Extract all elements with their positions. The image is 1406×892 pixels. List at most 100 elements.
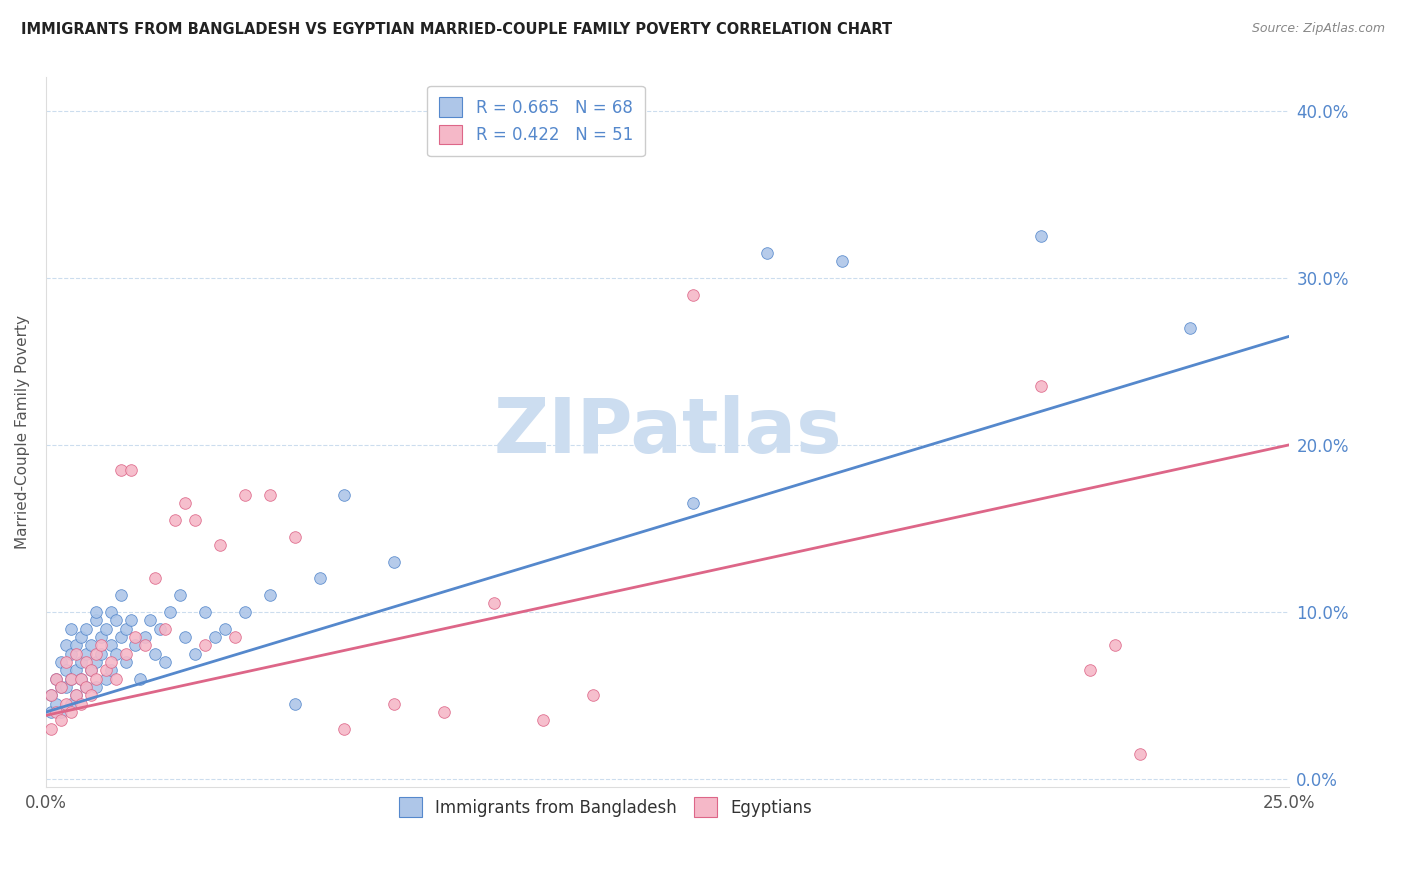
Point bbox=[100, 605, 122, 619]
Point bbox=[114, 622, 136, 636]
Point bbox=[49, 680, 72, 694]
Point bbox=[233, 488, 256, 502]
Point bbox=[69, 630, 91, 644]
Point bbox=[65, 647, 87, 661]
Point bbox=[59, 672, 82, 686]
Point bbox=[65, 638, 87, 652]
Point bbox=[59, 622, 82, 636]
Point bbox=[284, 530, 307, 544]
Point bbox=[84, 655, 107, 669]
Point bbox=[174, 496, 197, 510]
Point bbox=[45, 672, 67, 686]
Text: Source: ZipAtlas.com: Source: ZipAtlas.com bbox=[1251, 22, 1385, 36]
Point bbox=[100, 663, 122, 677]
Point bbox=[39, 722, 62, 736]
Point bbox=[159, 605, 181, 619]
Point bbox=[55, 638, 77, 652]
Point bbox=[75, 655, 97, 669]
Point bbox=[110, 463, 132, 477]
Point bbox=[49, 680, 72, 694]
Point bbox=[1029, 379, 1052, 393]
Point bbox=[59, 705, 82, 719]
Point bbox=[84, 647, 107, 661]
Point bbox=[45, 697, 67, 711]
Point bbox=[382, 555, 405, 569]
Point bbox=[110, 630, 132, 644]
Point bbox=[49, 655, 72, 669]
Point bbox=[194, 605, 217, 619]
Point bbox=[39, 689, 62, 703]
Point bbox=[1029, 229, 1052, 244]
Point bbox=[84, 613, 107, 627]
Point bbox=[145, 647, 167, 661]
Point bbox=[174, 630, 197, 644]
Point bbox=[104, 647, 127, 661]
Point bbox=[531, 714, 554, 728]
Point bbox=[433, 705, 456, 719]
Y-axis label: Married-Couple Family Poverty: Married-Couple Family Poverty bbox=[15, 315, 30, 549]
Point bbox=[382, 697, 405, 711]
Point bbox=[120, 613, 142, 627]
Point bbox=[169, 588, 191, 602]
Point bbox=[75, 680, 97, 694]
Point bbox=[80, 663, 103, 677]
Point bbox=[1104, 638, 1126, 652]
Point bbox=[45, 672, 67, 686]
Point bbox=[165, 513, 187, 527]
Point bbox=[55, 663, 77, 677]
Point bbox=[49, 705, 72, 719]
Point bbox=[49, 714, 72, 728]
Point bbox=[124, 630, 146, 644]
Point bbox=[1080, 663, 1102, 677]
Point bbox=[75, 680, 97, 694]
Text: IMMIGRANTS FROM BANGLADESH VS EGYPTIAN MARRIED-COUPLE FAMILY POVERTY CORRELATION: IMMIGRANTS FROM BANGLADESH VS EGYPTIAN M… bbox=[21, 22, 893, 37]
Point bbox=[39, 689, 62, 703]
Point bbox=[94, 663, 117, 677]
Point bbox=[94, 672, 117, 686]
Point bbox=[682, 496, 704, 510]
Point bbox=[134, 638, 156, 652]
Point bbox=[155, 655, 177, 669]
Point bbox=[65, 663, 87, 677]
Point bbox=[69, 697, 91, 711]
Point bbox=[84, 605, 107, 619]
Point bbox=[80, 689, 103, 703]
Point bbox=[90, 638, 112, 652]
Point bbox=[224, 630, 246, 644]
Point bbox=[259, 488, 281, 502]
Point bbox=[55, 655, 77, 669]
Point bbox=[84, 680, 107, 694]
Legend: Immigrants from Bangladesh, Egyptians: Immigrants from Bangladesh, Egyptians bbox=[391, 789, 821, 825]
Text: ZIPatlas: ZIPatlas bbox=[494, 395, 842, 469]
Point bbox=[94, 622, 117, 636]
Point bbox=[134, 630, 156, 644]
Point bbox=[75, 647, 97, 661]
Point bbox=[104, 613, 127, 627]
Point bbox=[80, 663, 103, 677]
Point bbox=[59, 672, 82, 686]
Point bbox=[184, 647, 207, 661]
Point bbox=[184, 513, 207, 527]
Point bbox=[209, 538, 232, 552]
Point bbox=[1129, 747, 1152, 761]
Point bbox=[120, 463, 142, 477]
Point bbox=[129, 672, 152, 686]
Point bbox=[333, 488, 356, 502]
Point bbox=[59, 647, 82, 661]
Point bbox=[65, 689, 87, 703]
Point bbox=[84, 672, 107, 686]
Point bbox=[65, 689, 87, 703]
Point bbox=[100, 638, 122, 652]
Point bbox=[756, 245, 779, 260]
Point bbox=[582, 689, 605, 703]
Point bbox=[145, 571, 167, 585]
Point bbox=[124, 638, 146, 652]
Point bbox=[100, 655, 122, 669]
Point bbox=[1178, 321, 1201, 335]
Point bbox=[55, 680, 77, 694]
Point bbox=[45, 705, 67, 719]
Point bbox=[284, 697, 307, 711]
Point bbox=[104, 672, 127, 686]
Point bbox=[333, 722, 356, 736]
Point bbox=[155, 622, 177, 636]
